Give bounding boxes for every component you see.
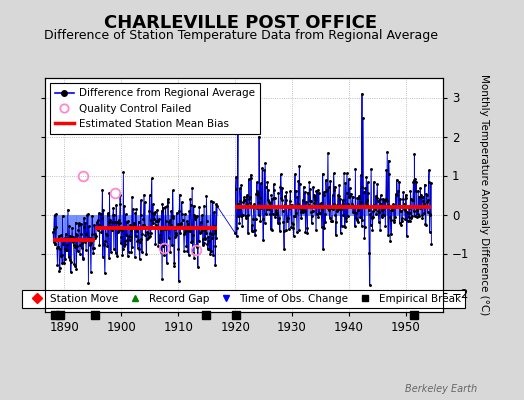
Legend: Station Move, Record Gap, Time of Obs. Change, Empirical Break: Station Move, Record Gap, Time of Obs. C…	[23, 290, 465, 308]
Text: Difference of Station Temperature Data from Regional Average: Difference of Station Temperature Data f…	[44, 30, 438, 42]
Text: Berkeley Earth: Berkeley Earth	[405, 384, 477, 394]
Y-axis label: Monthly Temperature Anomaly Difference (°C): Monthly Temperature Anomaly Difference (…	[478, 74, 488, 316]
Text: CHARLEVILLE POST OFFICE: CHARLEVILLE POST OFFICE	[104, 14, 378, 32]
